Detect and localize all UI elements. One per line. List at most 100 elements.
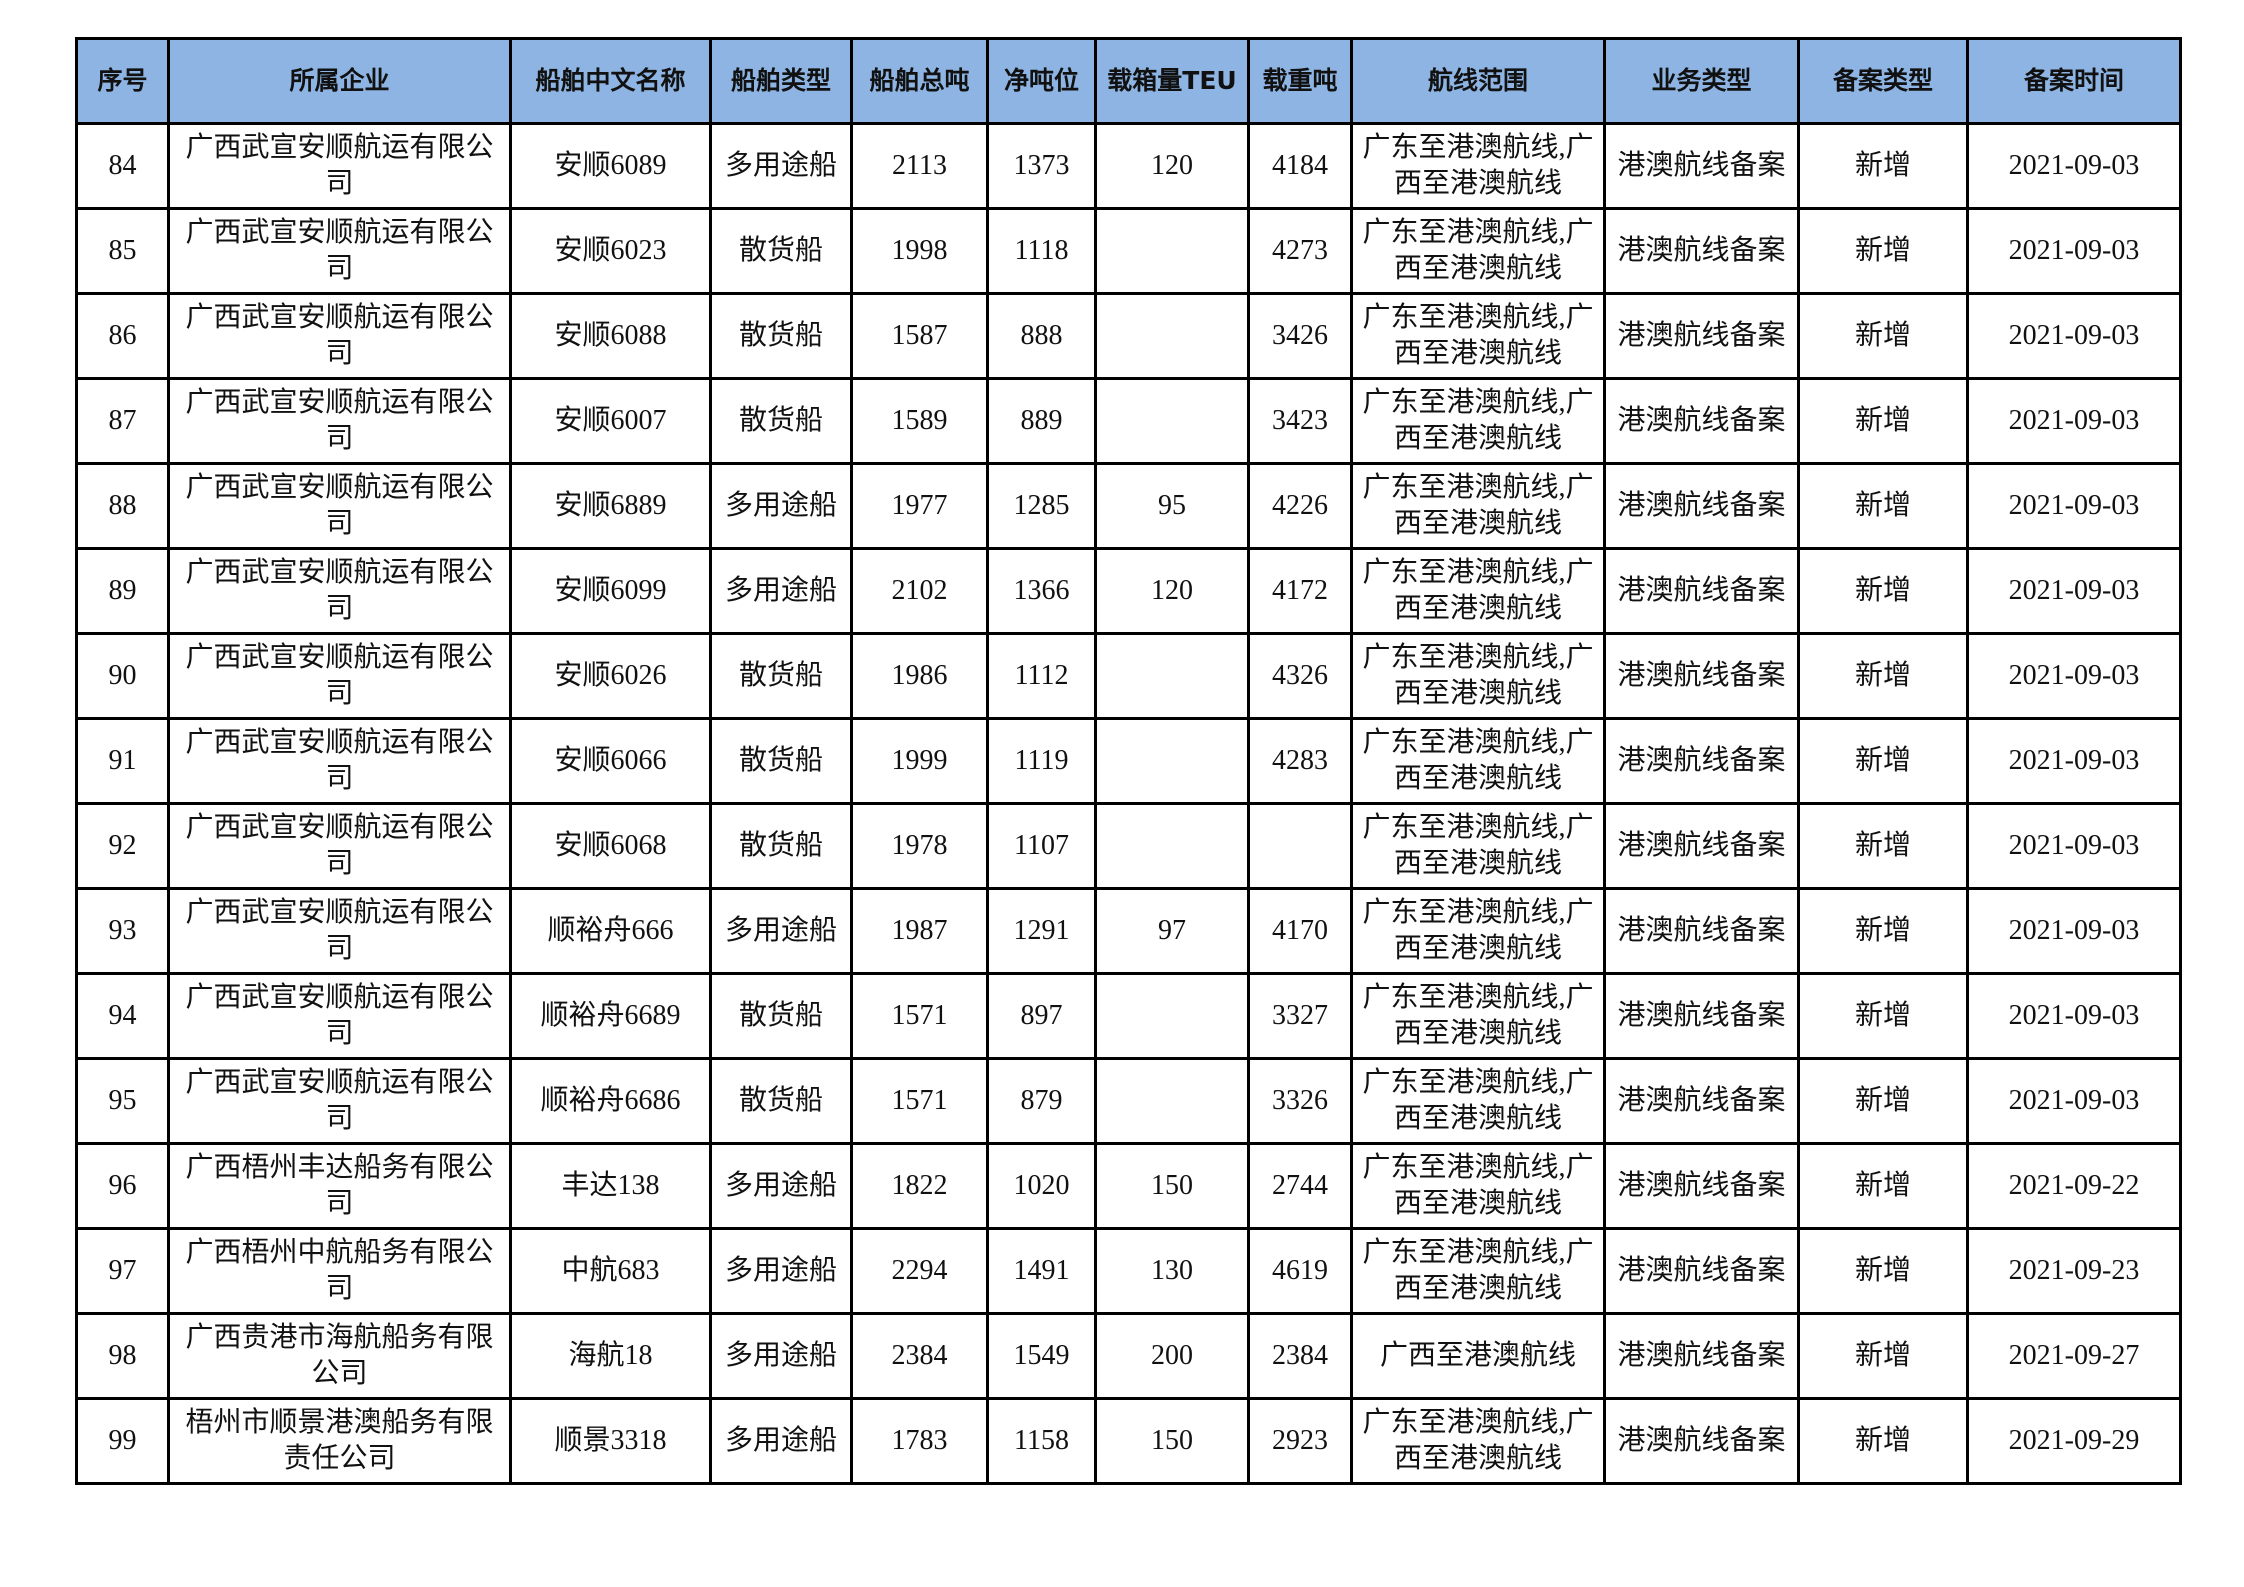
header-company: 所属企业 [167, 37, 512, 125]
table-row: 91 广西武宣安顺航运有限公司 安顺6066 散货船 1999 1119 4283 广东至港澳… [75, 717, 2182, 805]
cell-route-scope: 广东至港澳航线,广西至港澳航线 [1350, 802, 1606, 890]
cell-company: 广西梧州中航船务有限公司 [167, 1227, 512, 1315]
cell-gross-tonnage: 1822 [850, 1142, 989, 1230]
cell-ship-type: 散货船 [709, 377, 853, 465]
cell-company: 梧州市顺景港澳船务有限责任公司 [167, 1397, 512, 1485]
cell-gross-tonnage: 1571 [850, 972, 989, 1060]
cell-row-number: 89 [75, 547, 170, 635]
table-row: 85 广西武宣安顺航运有限公司 安顺6023 散货船 1998 1118 4273 广东至港澳… [75, 207, 2182, 295]
cell-deadweight: 4273 [1247, 207, 1353, 295]
cell-filing-type: 新增 [1797, 1312, 1969, 1400]
table-row: 93 广西武宣安顺航运有限公司 顺裕舟666 多用途船 1987 1291 97 4170 广东… [75, 887, 2182, 975]
cell-company: 广西武宣安顺航运有限公司 [167, 717, 512, 805]
cell-net-tonnage: 1112 [986, 632, 1097, 720]
cell-row-number: 90 [75, 632, 170, 720]
cell-gross-tonnage: 2384 [850, 1312, 989, 1400]
cell-filing-date: 2021-09-03 [1966, 207, 2182, 295]
cell-row-number: 87 [75, 377, 170, 465]
cell-ship-name: 中航683 [509, 1227, 712, 1315]
cell-filing-type: 新增 [1797, 462, 1969, 550]
table-row: 94 广西武宣安顺航运有限公司 顺裕舟6689 散货船 1571 897 3327 广东至港澳… [75, 972, 2182, 1060]
cell-company: 广西武宣安顺航运有限公司 [167, 292, 512, 380]
table-row: 95 广西武宣安顺航运有限公司 顺裕舟6686 散货船 1571 879 3326 广东至港澳… [75, 1057, 2182, 1145]
cell-route-scope: 广东至港澳航线,广西至港澳航线 [1350, 717, 1606, 805]
cell-teu-capacity [1094, 1057, 1250, 1145]
header-gross-tonnage: 船舶总吨 [850, 37, 989, 125]
cell-business-type: 港澳航线备案 [1603, 1142, 1800, 1230]
cell-gross-tonnage: 1589 [850, 377, 989, 465]
cell-net-tonnage: 1491 [986, 1227, 1097, 1315]
cell-deadweight: 4326 [1247, 632, 1353, 720]
cell-row-number: 85 [75, 207, 170, 295]
cell-net-tonnage: 888 [986, 292, 1097, 380]
cell-filing-type: 新增 [1797, 207, 1969, 295]
cell-ship-type: 散货船 [709, 292, 853, 380]
cell-row-number: 92 [75, 802, 170, 890]
cell-filing-type: 新增 [1797, 717, 1969, 805]
table-row: 92 广西武宣安顺航运有限公司 安顺6068 散货船 1978 1107 广东至港澳航线,广… [75, 802, 2182, 890]
table-row: 87 广西武宣安顺航运有限公司 安顺6007 散货船 1589 889 3423 广东至港澳航… [75, 377, 2182, 465]
cell-filing-date: 2021-09-03 [1966, 462, 2182, 550]
cell-filing-date: 2021-09-03 [1966, 802, 2182, 890]
table-row: 96 广西梧州丰达船务有限公司 丰达138 多用途船 1822 1020 150 2744 广东… [75, 1142, 2182, 1230]
cell-row-number: 93 [75, 887, 170, 975]
cell-ship-type: 散货船 [709, 717, 853, 805]
cell-ship-name: 顺裕舟6689 [509, 972, 712, 1060]
table-row: 90 广西武宣安顺航运有限公司 安顺6026 散货船 1986 1112 4326 广东至港澳… [75, 632, 2182, 720]
cell-gross-tonnage: 2102 [850, 547, 989, 635]
cell-teu-capacity: 97 [1094, 887, 1250, 975]
cell-filing-type: 新增 [1797, 802, 1969, 890]
cell-ship-name: 安顺6889 [509, 462, 712, 550]
header-ship-type: 船舶类型 [709, 37, 853, 125]
table-row: 89 广西武宣安顺航运有限公司 安顺6099 多用途船 2102 1366 120 4172 广… [75, 547, 2182, 635]
cell-ship-name: 安顺6088 [509, 292, 712, 380]
cell-net-tonnage: 1366 [986, 547, 1097, 635]
cell-ship-name: 安顺6066 [509, 717, 712, 805]
table-row: 86 广西武宣安顺航运有限公司 安顺6088 散货船 1587 888 3426 广东至港澳航… [75, 292, 2182, 380]
cell-filing-date: 2021-09-03 [1966, 887, 2182, 975]
cell-company: 广西武宣安顺航运有限公司 [167, 207, 512, 295]
cell-filing-date: 2021-09-03 [1966, 632, 2182, 720]
cell-gross-tonnage: 1987 [850, 887, 989, 975]
cell-filing-date: 2021-09-03 [1966, 292, 2182, 380]
cell-net-tonnage: 889 [986, 377, 1097, 465]
cell-net-tonnage: 1107 [986, 802, 1097, 890]
cell-route-scope: 广东至港澳航线,广西至港澳航线 [1350, 972, 1606, 1060]
header-deadweight: 载重吨 [1247, 37, 1353, 125]
header-net-tonnage: 净吨位 [986, 37, 1097, 125]
cell-net-tonnage: 1119 [986, 717, 1097, 805]
cell-teu-capacity: 150 [1094, 1142, 1250, 1230]
cell-route-scope: 广东至港澳航线,广西至港澳航线 [1350, 1227, 1606, 1315]
cell-row-number: 96 [75, 1142, 170, 1230]
cell-route-scope: 广东至港澳航线,广西至港澳航线 [1350, 1142, 1606, 1230]
cell-business-type: 港澳航线备案 [1603, 972, 1800, 1060]
cell-gross-tonnage: 1999 [850, 717, 989, 805]
cell-ship-type: 多用途船 [709, 122, 853, 210]
cell-row-number: 95 [75, 1057, 170, 1145]
cell-business-type: 港澳航线备案 [1603, 717, 1800, 805]
cell-deadweight: 2744 [1247, 1142, 1353, 1230]
cell-business-type: 港澳航线备案 [1603, 1057, 1800, 1145]
cell-ship-type: 多用途船 [709, 547, 853, 635]
cell-teu-capacity: 150 [1094, 1397, 1250, 1485]
cell-teu-capacity [1094, 207, 1250, 295]
cell-teu-capacity: 95 [1094, 462, 1250, 550]
cell-gross-tonnage: 1977 [850, 462, 989, 550]
cell-net-tonnage: 1373 [986, 122, 1097, 210]
cell-company: 广西武宣安顺航运有限公司 [167, 1057, 512, 1145]
cell-teu-capacity: 120 [1094, 547, 1250, 635]
cell-deadweight: 3426 [1247, 292, 1353, 380]
cell-ship-type: 多用途船 [709, 1397, 853, 1485]
cell-route-scope: 广东至港澳航线,广西至港澳航线 [1350, 1057, 1606, 1145]
cell-ship-name: 安顺6089 [509, 122, 712, 210]
table-row: 88 广西武宣安顺航运有限公司 安顺6889 多用途船 1977 1285 95 4226 广东… [75, 462, 2182, 550]
cell-teu-capacity: 130 [1094, 1227, 1250, 1315]
cell-ship-type: 多用途船 [709, 1312, 853, 1400]
cell-ship-name: 海航18 [509, 1312, 712, 1400]
cell-gross-tonnage: 2113 [850, 122, 989, 210]
cell-net-tonnage: 1285 [986, 462, 1097, 550]
cell-net-tonnage: 1118 [986, 207, 1097, 295]
cell-filing-type: 新增 [1797, 377, 1969, 465]
cell-ship-type: 多用途船 [709, 1227, 853, 1315]
cell-teu-capacity [1094, 377, 1250, 465]
